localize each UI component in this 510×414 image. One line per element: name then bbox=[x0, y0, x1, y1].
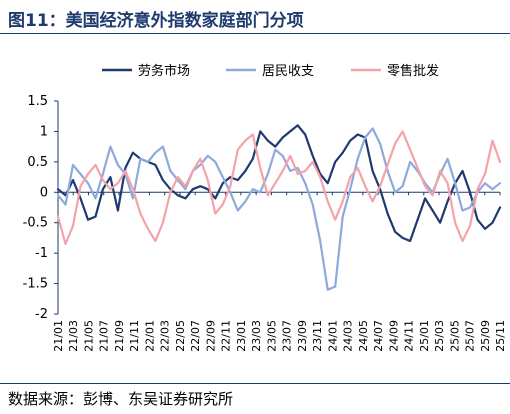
legend-item-3: 零售批发 bbox=[351, 63, 439, 79]
x-tick-label: 25/09 bbox=[479, 320, 492, 352]
x-tick-label: 22/03 bbox=[159, 320, 172, 352]
x-tick-label: 22/01 bbox=[143, 320, 156, 352]
x-tick-label: 22/05 bbox=[174, 320, 187, 352]
x-tick-label: 25/07 bbox=[464, 320, 477, 352]
x-tick-label: 24/03 bbox=[342, 320, 355, 352]
x-tick-label: 21/11 bbox=[128, 320, 141, 352]
x-tick-label: 21/05 bbox=[82, 320, 95, 352]
series-line-1 bbox=[56, 124, 502, 243]
x-tick-label: 21/01 bbox=[52, 320, 65, 352]
x-tick-label: 21/07 bbox=[98, 320, 111, 352]
x-tick-label: 25/01 bbox=[418, 320, 431, 352]
x-tick-label: 25/11 bbox=[494, 320, 507, 352]
title-divider bbox=[0, 33, 510, 34]
legend: 劳务市场 居民收支 零售批发 bbox=[102, 63, 439, 79]
series-layer bbox=[56, 124, 502, 291]
legend-item-1: 劳务市场 bbox=[102, 63, 190, 79]
x-tick-label: 22/11 bbox=[220, 320, 233, 352]
x-tick-label: 24/01 bbox=[326, 320, 339, 352]
x-tick-label: 21/03 bbox=[67, 320, 80, 352]
chart-title: 图11：美国经济意外指数家庭部门分项 bbox=[8, 11, 304, 31]
y-tick-label: 0.5 bbox=[27, 155, 48, 170]
y-tick-label: -1.5 bbox=[23, 277, 48, 292]
plot-frame bbox=[57, 101, 500, 314]
y-tick-label: -0.5 bbox=[23, 216, 48, 231]
x-tick-label: 23/05 bbox=[265, 320, 278, 352]
x-tick-label: 24/07 bbox=[372, 320, 385, 352]
x-tick-label: 23/07 bbox=[281, 320, 294, 352]
y-tick-label: -1 bbox=[35, 246, 48, 261]
y-axis: 1.5 1 0.5 0 -0.5 -1 -1.5 -2 bbox=[23, 94, 58, 322]
title-bar: 图11：美国经济意外指数家庭部门分项 bbox=[0, 0, 510, 34]
y-tick-label: -2 bbox=[35, 307, 48, 322]
legend-label: 劳务市场 bbox=[138, 63, 190, 79]
x-tick-label: 24/11 bbox=[403, 320, 416, 352]
x-tick-label: 24/09 bbox=[387, 320, 400, 352]
x-tick-label: 23/01 bbox=[235, 320, 248, 352]
series-line-3 bbox=[56, 130, 502, 246]
x-tick-label: 25/03 bbox=[433, 320, 446, 352]
y-tick-label: 0 bbox=[40, 185, 48, 200]
x-tick-label: 23/09 bbox=[296, 320, 309, 352]
legend-label: 居民收支 bbox=[262, 64, 314, 79]
series-line-2 bbox=[56, 127, 502, 291]
source-note: 数据来源：彭博、东吴证券研究所 bbox=[8, 390, 234, 408]
x-tick-label: 23/11 bbox=[311, 320, 324, 352]
x-tick-label: 24/05 bbox=[357, 320, 370, 352]
x-tick-label: 22/07 bbox=[189, 320, 202, 352]
x-axis: 21/01 21/03 21/05 21/07 21/09 21/11 22/01 22/03… bbox=[52, 192, 507, 352]
legend-item-2: 居民收支 bbox=[226, 64, 314, 79]
legend-label: 零售批发 bbox=[387, 63, 439, 79]
y-tick-label: 1 bbox=[40, 124, 48, 139]
x-tick-label: 25/05 bbox=[448, 320, 461, 352]
x-tick-label: 23/03 bbox=[250, 320, 263, 352]
source-divider bbox=[0, 383, 510, 384]
x-tick-label: 22/09 bbox=[204, 320, 217, 352]
y-tick-label: 1.5 bbox=[27, 94, 48, 109]
x-tick-label: 21/09 bbox=[113, 320, 126, 352]
